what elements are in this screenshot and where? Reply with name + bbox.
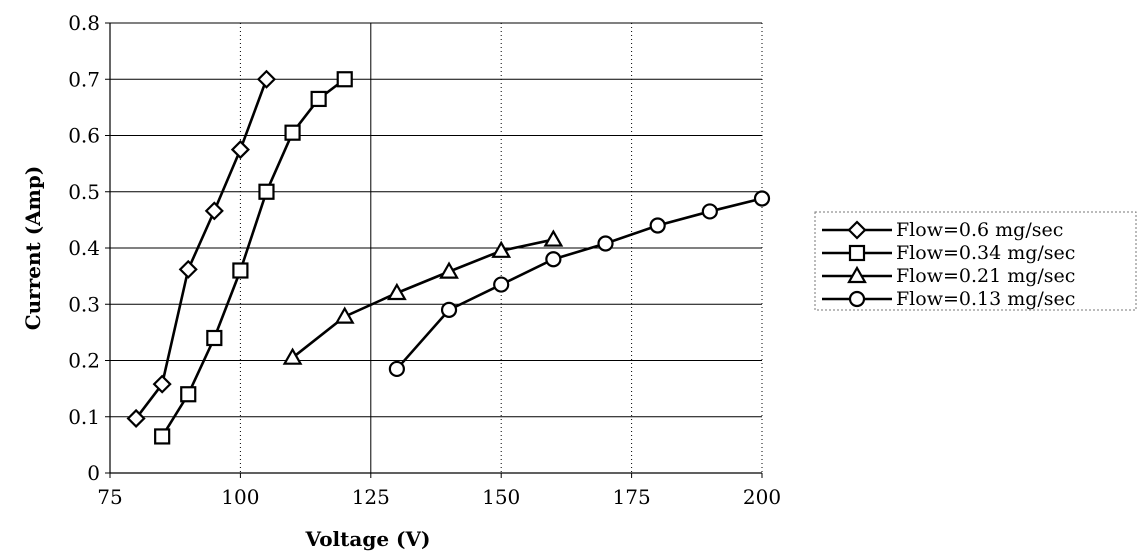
y-tick-labels: 0 0.1 0.2 0.3 0.4 0.5 0.6 0.7 0.8 xyxy=(68,11,100,485)
x-axis-title: Voltage (V) xyxy=(305,527,431,551)
data-point xyxy=(386,282,407,301)
data-point xyxy=(545,251,562,268)
x-tick-label: 200 xyxy=(743,485,781,509)
data-point xyxy=(126,408,146,428)
y-tick-label: 0.7 xyxy=(68,67,100,91)
legend-label: Flow=0.13 mg/sec xyxy=(896,288,1075,310)
series-line xyxy=(161,78,346,438)
y-tick-label: 0 xyxy=(87,461,100,485)
data-point xyxy=(180,386,197,403)
legend-entry: Flow=0.13 mg/sec xyxy=(822,288,1075,310)
x-tick-label: 125 xyxy=(352,485,390,509)
gridlines xyxy=(110,22,763,473)
data-point xyxy=(204,201,224,221)
data-point xyxy=(649,217,666,234)
axes xyxy=(105,22,763,478)
legend-entry: Flow=0.6 mg/sec xyxy=(822,219,1063,241)
series-line xyxy=(135,78,268,420)
y-tick-label: 0.1 xyxy=(68,405,100,429)
data-point xyxy=(597,235,614,252)
series-line xyxy=(395,197,763,370)
data-point xyxy=(154,428,171,445)
data-point xyxy=(310,90,327,108)
data-point xyxy=(543,229,564,247)
data-point xyxy=(388,360,405,378)
data-point xyxy=(701,203,718,220)
series-triangle xyxy=(282,229,564,365)
y-tick-label: 0.4 xyxy=(68,236,100,260)
legend-marker xyxy=(848,290,866,308)
y-axis-title: Current (Amp) xyxy=(21,166,45,331)
data-point xyxy=(178,259,198,279)
data-point xyxy=(258,183,275,200)
series-circle xyxy=(388,190,771,378)
legend-label: Flow=0.21 mg/sec xyxy=(896,265,1075,287)
x-tick-label: 100 xyxy=(221,485,259,509)
data-point xyxy=(256,69,277,89)
x-tick-label: 175 xyxy=(613,485,651,509)
y-tick-label: 0.8 xyxy=(68,11,100,35)
y-tick-label: 0.2 xyxy=(68,349,100,373)
y-tick-label: 0.6 xyxy=(68,124,100,148)
data-point xyxy=(282,347,303,365)
data-point xyxy=(206,329,223,347)
data-point xyxy=(753,190,771,207)
series-diamond xyxy=(126,69,277,428)
x-tick-labels: 75 100 125 150 175 200 xyxy=(97,485,781,509)
data-point xyxy=(232,262,249,279)
data-point xyxy=(230,140,250,160)
data-point xyxy=(152,374,172,394)
legend-marker xyxy=(848,244,866,262)
legend-label: Flow=0.6 mg/sec xyxy=(896,219,1063,241)
x-tick-label: 75 xyxy=(97,485,122,509)
legend-box xyxy=(814,211,1137,311)
data-point xyxy=(440,301,458,318)
data-point xyxy=(334,306,355,324)
legend-label: Flow=0.34 mg/sec xyxy=(896,242,1075,264)
series xyxy=(126,69,771,445)
legend-entry: Flow=0.34 mg/sec xyxy=(822,242,1075,264)
data-point xyxy=(336,71,353,88)
data-point xyxy=(493,276,510,293)
data-point xyxy=(284,124,301,141)
legend-marker xyxy=(847,220,867,240)
data-point xyxy=(439,261,459,279)
y-tick-label: 0.5 xyxy=(68,180,100,204)
y-tick-label: 0.3 xyxy=(68,292,100,316)
data-point xyxy=(491,240,512,258)
series-square xyxy=(154,71,353,445)
legend-entry: Flow=0.21 mg/sec xyxy=(822,265,1075,287)
x-tick-label: 150 xyxy=(482,485,520,509)
legend-marker xyxy=(847,265,867,284)
